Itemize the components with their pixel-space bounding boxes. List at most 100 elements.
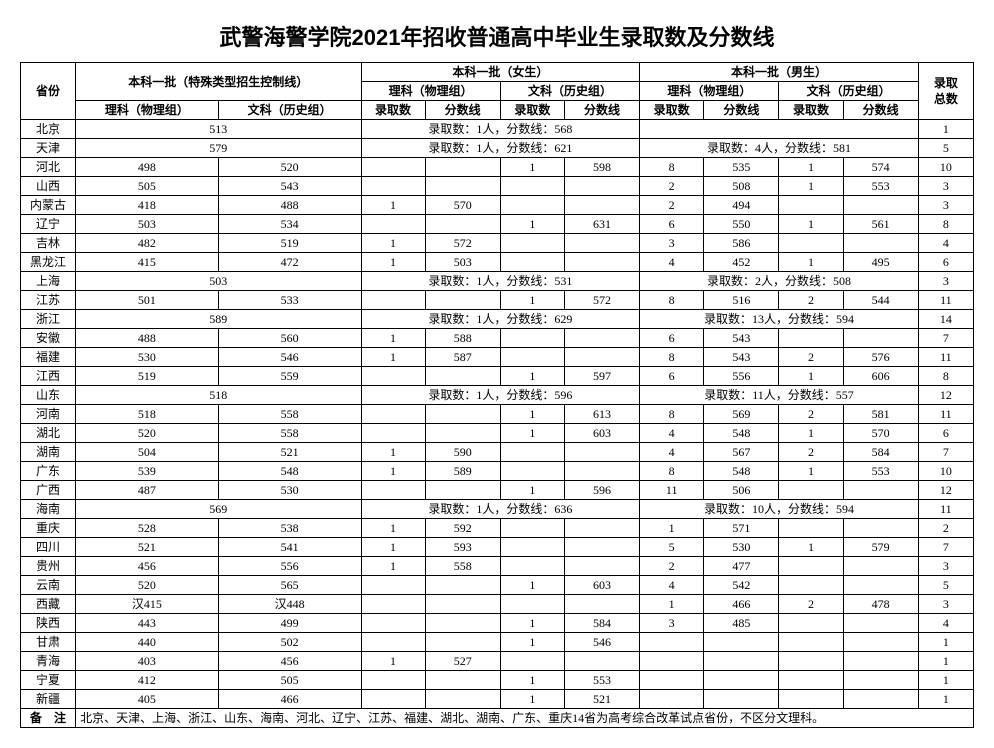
table-cell: 12 [918, 481, 973, 500]
table-row: 宁夏41250515531 [21, 671, 974, 690]
table-cell [779, 576, 843, 595]
table-cell: 7 [918, 538, 973, 557]
table-cell: 新疆 [21, 690, 76, 709]
table-cell [500, 348, 564, 367]
table-cell: 江西 [21, 367, 76, 386]
table-cell: 576 [843, 348, 918, 367]
table-cell: 495 [843, 253, 918, 272]
table-header: 省份 本科一批（特殊类型招生控制线） 本科一批（女生） 本科一批（男生） 录取总… [21, 63, 974, 120]
table-cell [500, 462, 564, 481]
table-cell: 汉448 [218, 595, 361, 614]
table-cell: 天津 [21, 139, 76, 158]
table-cell: 579 [843, 538, 918, 557]
table-cell: 5 [640, 538, 704, 557]
table-cell: 1 [779, 538, 843, 557]
table-cell [640, 652, 704, 671]
table-cell: 6 [918, 424, 973, 443]
header-m-sci-scr: 分数线 [704, 101, 779, 120]
table-cell: 1 [918, 671, 973, 690]
table-cell: 录取数：1人，分数线：629 [361, 310, 640, 329]
table-cell: 584 [564, 614, 639, 633]
table-cell: 456 [218, 652, 361, 671]
table-row: 天津579录取数：1人，分数线：621录取数：4人，分数线：5815 [21, 139, 974, 158]
table-cell: 录取数：2人，分数线：508 [640, 272, 919, 291]
table-cell: 宁夏 [21, 671, 76, 690]
table-cell [425, 614, 500, 633]
table-cell: 3 [640, 234, 704, 253]
table-row: 广西48753015961150612 [21, 481, 974, 500]
table-cell: 10 [918, 462, 973, 481]
table-cell: 12 [918, 386, 973, 405]
table-row: 内蒙古418488157024943 [21, 196, 974, 215]
table-cell [779, 671, 843, 690]
table-cell: 福建 [21, 348, 76, 367]
table-cell: 11 [918, 348, 973, 367]
table-cell: 录取数：1人，分数线：531 [361, 272, 640, 291]
table-cell [564, 177, 639, 196]
header-f-sci-scr: 分数线 [425, 101, 500, 120]
table-cell: 520 [76, 424, 219, 443]
table-cell: 1 [361, 652, 425, 671]
table-cell: 1 [779, 367, 843, 386]
table-cell [425, 177, 500, 196]
table-cell: 4 [640, 424, 704, 443]
table-cell: 558 [218, 424, 361, 443]
table-cell: 河南 [21, 405, 76, 424]
table-cell: 556 [218, 557, 361, 576]
table-cell: 501 [76, 291, 219, 310]
table-cell: 1 [500, 405, 564, 424]
table-cell: 四川 [21, 538, 76, 557]
table-cell: 1 [361, 519, 425, 538]
table-cell [361, 291, 425, 310]
table-row: 云南520565160345425 [21, 576, 974, 595]
table-row: 甘肃44050215461 [21, 633, 974, 652]
table-cell: 518 [76, 386, 361, 405]
table-cell: 503 [76, 272, 361, 291]
table-cell [779, 614, 843, 633]
table-cell: 录取数：11人，分数线：557 [640, 386, 919, 405]
table-cell [640, 671, 704, 690]
table-cell: 8 [640, 348, 704, 367]
table-cell: 6 [640, 329, 704, 348]
table-cell: 2 [640, 557, 704, 576]
table-cell: 478 [843, 595, 918, 614]
page-title: 武警海警学院2021年招收普通高中毕业生录取数及分数线 [20, 20, 974, 52]
table-cell [564, 557, 639, 576]
table-row: 福建53054615878543257611 [21, 348, 974, 367]
table-cell: 546 [218, 348, 361, 367]
table-body: 北京513录取数：1人，分数线：5681天津579录取数：1人，分数线：621录… [21, 120, 974, 728]
table-cell: 543 [218, 177, 361, 196]
table-cell: 597 [564, 367, 639, 386]
table-cell: 1 [500, 633, 564, 652]
header-female: 本科一批（女生） [361, 63, 640, 82]
table-cell: 587 [425, 348, 500, 367]
table-cell: 8 [640, 291, 704, 310]
table-cell: 631 [564, 215, 639, 234]
table-cell: 1 [500, 424, 564, 443]
table-cell [500, 177, 564, 196]
note-row: 备 注北京、天津、上海、浙江、山东、海南、河北、辽宁、江苏、福建、湖北、湖南、广… [21, 709, 974, 728]
table-cell [779, 557, 843, 576]
table-cell: 539 [76, 462, 219, 481]
table-cell [843, 481, 918, 500]
table-cell: 北京 [21, 120, 76, 139]
table-cell: 488 [218, 196, 361, 215]
table-row: 江西5195591597655616068 [21, 367, 974, 386]
table-cell [361, 158, 425, 177]
table-cell: 黑龙江 [21, 253, 76, 272]
table-row: 河南51855816138569258111 [21, 405, 974, 424]
table-cell: 1 [361, 462, 425, 481]
table-row: 山西505543250815533 [21, 177, 974, 196]
table-cell: 502 [218, 633, 361, 652]
table-cell: 11 [918, 500, 973, 519]
table-cell [564, 253, 639, 272]
table-cell [843, 652, 918, 671]
table-cell [500, 443, 564, 462]
header-special: 本科一批（特殊类型招生控制线） [76, 63, 361, 101]
table-cell: 录取数：1人，分数线：621 [361, 139, 640, 158]
table-cell: 443 [76, 614, 219, 633]
table-cell: 535 [704, 158, 779, 177]
table-cell: 506 [704, 481, 779, 500]
table-cell: 湖北 [21, 424, 76, 443]
table-cell: 543 [704, 348, 779, 367]
